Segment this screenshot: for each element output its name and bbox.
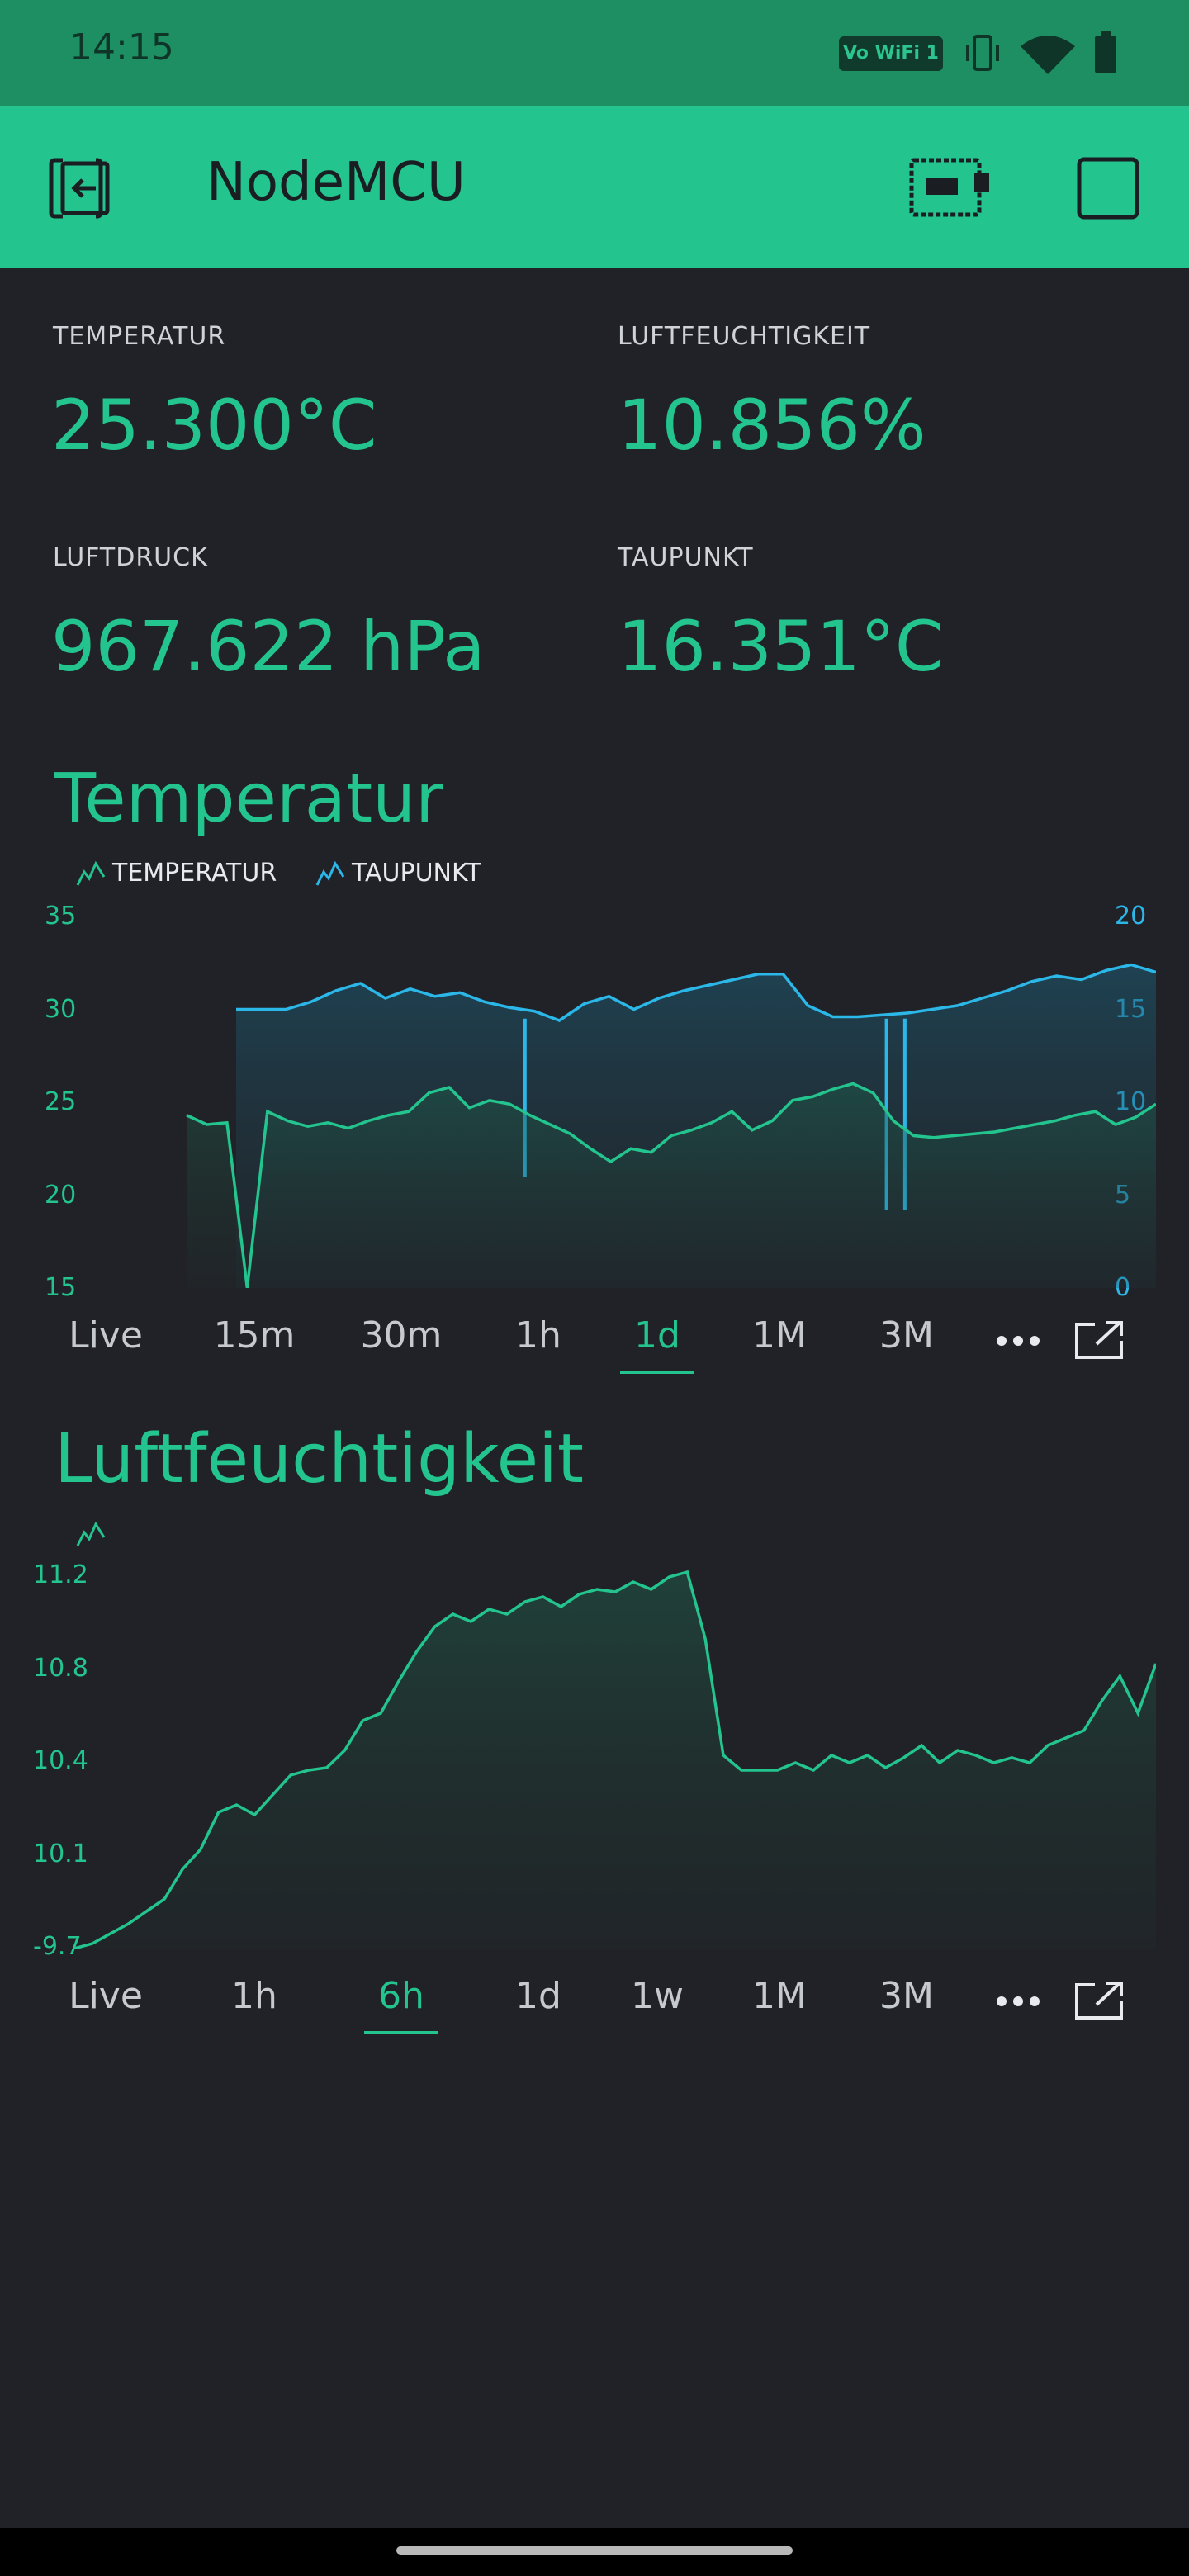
- series-line-icon: [76, 1521, 106, 1546]
- system-navigation-bar: [0, 2528, 1189, 2576]
- active-tab-indicator: [364, 2031, 438, 2034]
- series-line-luftfeuchtigkeit: [74, 1570, 1156, 1949]
- y-tick-label: -9.7: [33, 1932, 82, 1961]
- series-area-temperatur: [187, 1083, 1156, 1288]
- y-tick-label: 10.8: [33, 1653, 88, 1683]
- tab-1h[interactable]: 1h: [231, 1975, 277, 2017]
- active-tab-indicator: [620, 1371, 694, 1374]
- widget-value: 16.351°C: [618, 606, 944, 687]
- legend-label: TEMPERATUR: [112, 859, 277, 888]
- widget-value: 25.300°C: [51, 385, 377, 466]
- tab-30m[interactable]: 30m: [360, 1314, 443, 1357]
- tab-15m[interactable]: 15m: [213, 1314, 296, 1357]
- more-dots-icon[interactable]: [996, 1333, 1040, 1349]
- tab-1m[interactable]: 1M: [752, 1975, 807, 2017]
- temperatur-chart[interactable]: [182, 908, 1156, 1288]
- chart-title-luftfeuchtigkeit: Luftfeuchtigkeit: [54, 1420, 585, 1499]
- device-board-icon[interactable]: [908, 157, 991, 218]
- series-line-taupunkt: [236, 963, 1156, 1022]
- wifi-calling-badge: Vo WiFi 1: [839, 36, 943, 71]
- widget-label: TEMPERATUR: [53, 322, 226, 351]
- series-line-icon: [76, 860, 106, 886]
- more-dots-icon[interactable]: [996, 1993, 1040, 2010]
- legend-item-temperatur[interactable]: TEMPERATUR: [76, 859, 277, 888]
- app-title: NodeMCU: [206, 152, 466, 213]
- y-tick-label: 10.1: [33, 1839, 88, 1868]
- tab-live[interactable]: Live: [69, 1975, 143, 2017]
- tab-1w[interactable]: 1w: [631, 1975, 684, 2017]
- tab-6h[interactable]: 6h: [378, 1975, 424, 2017]
- y-tick-label: 10.4: [33, 1746, 88, 1775]
- legend-label: TAUPUNKT: [352, 859, 481, 888]
- legend-item-taupunkt[interactable]: TAUPUNKT: [315, 859, 481, 888]
- expand-icon[interactable]: [1073, 1319, 1125, 1361]
- tab-1m[interactable]: 1M: [752, 1314, 807, 1357]
- widget-value: 967.622 hPa: [51, 606, 486, 687]
- status-bar: 14:15 Vo WiFi 1: [0, 0, 1189, 106]
- luftfeuchtigkeit-chart[interactable]: [74, 1569, 1156, 1949]
- home-gesture-handle[interactable]: [396, 2546, 793, 2555]
- series-area-luftfeuchtigkeit: [74, 1572, 1156, 1949]
- expand-icon[interactable]: [1073, 1980, 1125, 2021]
- y-tick-label: 11.2: [33, 1560, 88, 1589]
- app-bar: NodeMCU: [0, 106, 1189, 268]
- y-tick-label: 25: [45, 1087, 77, 1116]
- widget-label: LUFTFEUCHTIGKEIT: [618, 322, 871, 351]
- y-tick-label: 20: [45, 1180, 77, 1210]
- tab-live[interactable]: Live: [69, 1314, 143, 1357]
- widget-label: LUFTDRUCK: [53, 543, 208, 572]
- vibrate-icon: [966, 35, 999, 71]
- status-time: 14:15: [69, 26, 174, 69]
- y-tick-label: 30: [45, 994, 77, 1024]
- widget-value: 10.856%: [618, 385, 926, 466]
- y-tick-label: 35: [45, 902, 77, 930]
- square-icon[interactable]: [1077, 157, 1139, 220]
- tab-1h[interactable]: 1h: [515, 1314, 561, 1357]
- chart-title-temperatur: Temperatur: [54, 760, 443, 838]
- tab-1d[interactable]: 1d: [634, 1314, 680, 1357]
- series-line-temperatur: [186, 1082, 1156, 1288]
- tab-1d[interactable]: 1d: [515, 1975, 561, 2017]
- y-tick-label: 15: [45, 1273, 77, 1302]
- widget-label: TAUPUNKT: [618, 543, 754, 572]
- wifi-icon: [1021, 36, 1075, 74]
- tab-3m[interactable]: 3M: [879, 1975, 934, 2017]
- y-tick-label: 20: [1115, 902, 1147, 930]
- tab-3m[interactable]: 3M: [879, 1314, 934, 1357]
- series-line-icon: [315, 860, 345, 886]
- battery-icon: [1095, 31, 1116, 73]
- back-exit-icon[interactable]: [45, 155, 116, 221]
